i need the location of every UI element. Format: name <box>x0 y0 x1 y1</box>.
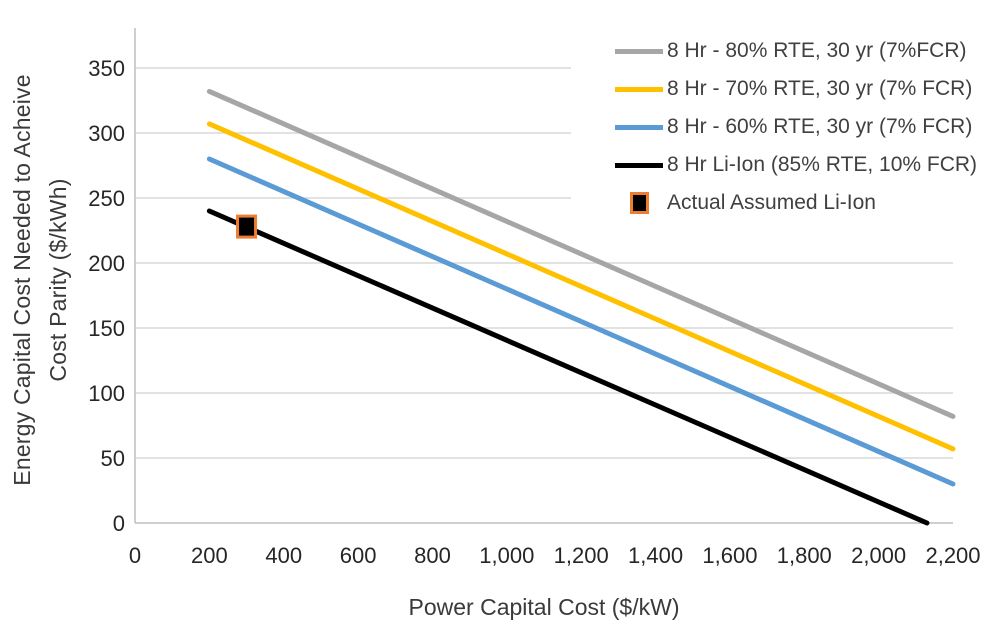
y-tick-label: 50 <box>101 446 125 471</box>
y-tick-label: 200 <box>88 251 125 276</box>
legend-swatch-line <box>615 162 663 168</box>
x-tick-label: 600 <box>340 543 377 568</box>
x-tick-label: 1,600 <box>702 543 757 568</box>
legend-square-icon <box>629 192 649 214</box>
legend-swatch-marker <box>615 192 663 214</box>
x-tick-label: 2,200 <box>925 543 980 568</box>
y-tick-label: 350 <box>88 56 125 81</box>
legend-line-icon <box>615 162 663 168</box>
y-tick-label: 250 <box>88 186 125 211</box>
x-tick-label: 1,000 <box>479 543 534 568</box>
legend-label: 8 Hr - 70% RTE, 30 yr (7% FCR) <box>667 77 973 100</box>
y-axis-title-line2: Cost Parity ($/kWh) <box>45 178 71 382</box>
legend-label: 8 Hr - 80% RTE, 30 yr (7%FCR) <box>667 39 967 62</box>
x-tick-label: 2,000 <box>851 543 906 568</box>
series-line-3 <box>206 208 930 526</box>
x-tick-label: 1,400 <box>628 543 683 568</box>
y-tick-label: 0 <box>113 511 125 536</box>
legend-label: Actual Assumed Li-Ion <box>667 191 876 214</box>
marker-0 <box>236 214 258 239</box>
x-tick-label: 0 <box>129 543 141 568</box>
y-tick-label: 150 <box>88 316 125 341</box>
legend-line-icon <box>615 86 663 92</box>
legend-item: 8 Hr - 80% RTE, 30 yr (7%FCR) <box>615 32 977 70</box>
y-tick-label: 100 <box>88 381 125 406</box>
legend-swatch-line <box>615 86 663 92</box>
x-tick-label: 400 <box>265 543 302 568</box>
x-tick-label: 200 <box>191 543 228 568</box>
legend-line-icon <box>615 48 663 54</box>
series-line-2 <box>206 156 956 487</box>
y-axis-title-line1: Energy Capital Cost Needed to Acheive <box>9 74 35 486</box>
legend-line-icon <box>615 124 663 130</box>
legend-label: 8 Hr Li-Ion (85% RTE, 10% FCR) <box>667 153 978 176</box>
legend-item: 8 Hr Li-Ion (85% RTE, 10% FCR) <box>615 146 977 184</box>
y-axis-title: Energy Capital Cost Needed to Acheive Co… <box>4 0 76 560</box>
legend-swatch-line <box>615 124 663 130</box>
x-tick-label: 800 <box>414 543 451 568</box>
legend-swatch-line <box>615 48 663 54</box>
series-line-0 <box>206 88 956 419</box>
y-tick-label: 300 <box>88 121 125 146</box>
x-axis-title: Power Capital Cost ($/kW) <box>408 594 680 620</box>
series-line-1 <box>206 121 956 452</box>
legend: 8 Hr - 80% RTE, 30 yr (7%FCR) 8 Hr - 70% … <box>571 24 990 232</box>
legend-label: 8 Hr - 60% RTE, 30 yr (7% FCR) <box>667 115 973 138</box>
legend-item: 8 Hr - 60% RTE, 30 yr (7% FCR) <box>615 108 977 146</box>
legend-item: 8 Hr - 70% RTE, 30 yr (7% FCR) <box>615 70 977 108</box>
legend-item: Actual Assumed Li-Ion <box>615 184 977 222</box>
x-tick-label: 1,200 <box>554 543 609 568</box>
x-tick-label: 1,800 <box>777 543 832 568</box>
